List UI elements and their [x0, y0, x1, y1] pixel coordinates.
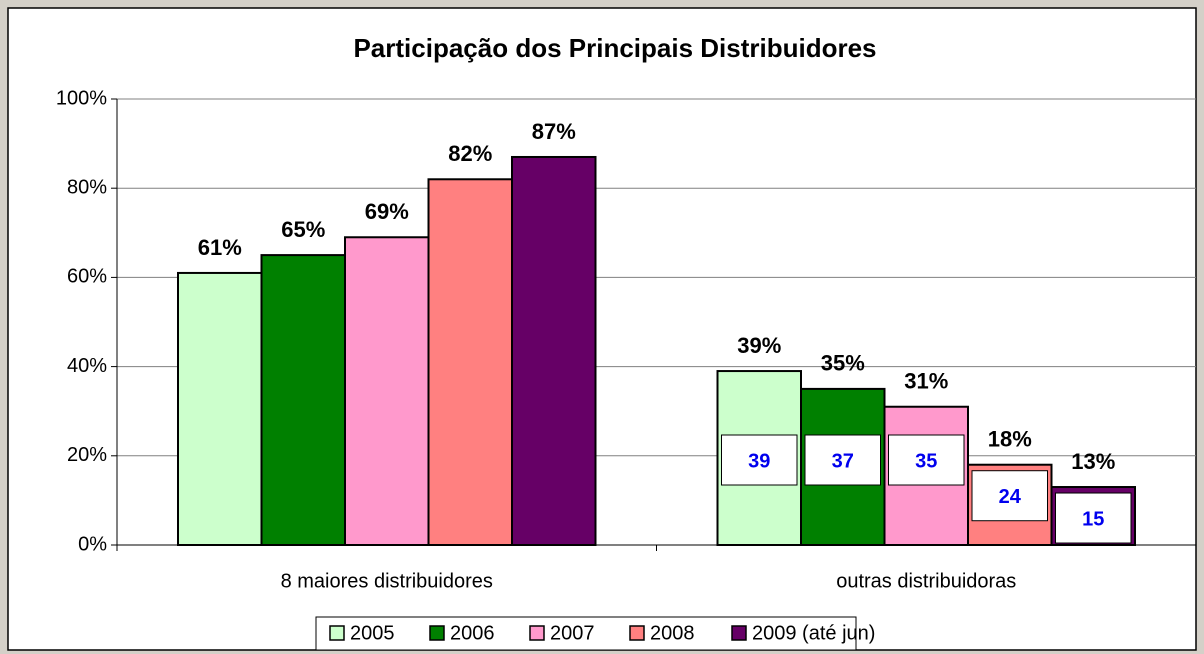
legend-label: 2009 (até jun): [752, 622, 875, 644]
y-tick-label: 40%: [67, 355, 107, 377]
value-label: 87%: [532, 119, 576, 144]
bar: [511, 155, 597, 546]
count-box: [804, 434, 881, 486]
value-label: 65%: [281, 217, 325, 242]
value-label: 35%: [821, 351, 865, 376]
legend-label: 2006: [450, 622, 495, 644]
count-label: 15: [1082, 508, 1104, 530]
value-label: 69%: [365, 199, 409, 224]
y-tick-label: 100%: [56, 87, 107, 109]
bar: [427, 178, 513, 546]
count-label: 35: [915, 450, 937, 472]
bar: [260, 254, 346, 546]
count-box: [721, 434, 798, 486]
legend-swatch: [329, 625, 345, 641]
y-tick-label: 60%: [67, 266, 107, 288]
count-label: 39: [748, 450, 770, 472]
legend-swatch: [629, 625, 645, 641]
count-box: [971, 470, 1048, 522]
chart-title: Participação dos Principais Distribuidor…: [353, 33, 876, 63]
y-tick-label: 20%: [67, 444, 107, 466]
legend-swatch: [429, 625, 445, 641]
value-label: 13%: [1071, 449, 1115, 474]
legend-label: 2008: [650, 622, 695, 644]
count-label: 37: [832, 450, 854, 472]
count-box: [1055, 492, 1132, 544]
count-label: 24: [999, 486, 1022, 508]
x-tick-label: 8 maiores distribuidores: [281, 570, 493, 592]
count-box: [888, 434, 965, 486]
legend-swatch: [731, 625, 747, 641]
y-tick-label: 80%: [67, 176, 107, 198]
value-label: 61%: [198, 235, 242, 260]
value-label: 31%: [904, 369, 948, 394]
legend-label: 2007: [550, 622, 595, 644]
legend-box: [315, 616, 857, 651]
value-label: 39%: [737, 333, 781, 358]
x-tick-label: outras distribuidoras: [836, 570, 1016, 592]
value-label: 18%: [988, 427, 1032, 452]
y-tick-label: 0%: [78, 533, 107, 555]
legend-swatch: [529, 625, 545, 641]
bar: [177, 271, 263, 546]
legend-label: 2005: [350, 622, 395, 644]
value-label: 82%: [448, 141, 492, 166]
bar: [344, 236, 430, 546]
